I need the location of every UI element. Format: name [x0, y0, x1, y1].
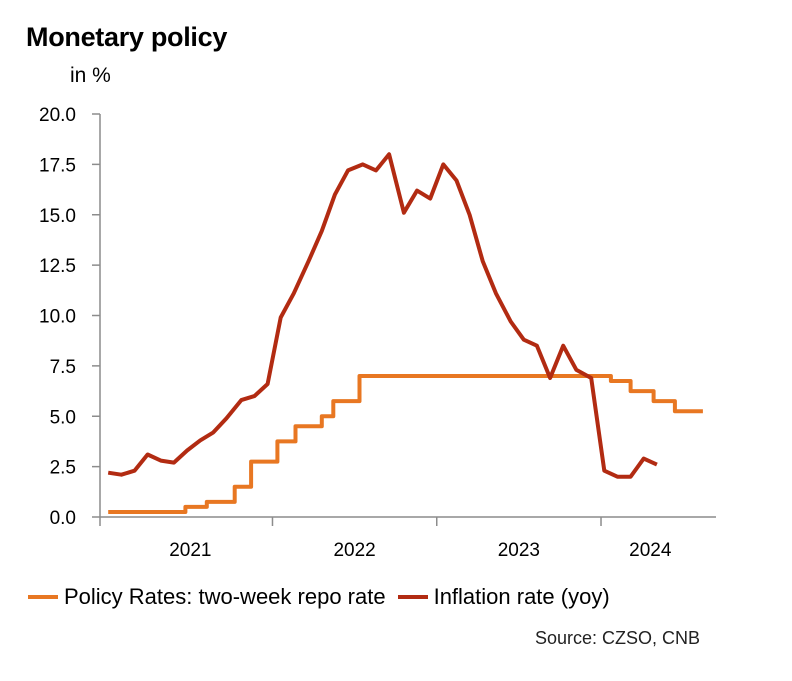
x-tick-label: 2022 — [333, 540, 375, 561]
y-tick-label: 17.5 — [39, 155, 76, 176]
legend-label-repo-rate: Policy Rates: two-week repo rate — [64, 584, 386, 609]
legend-label-inflation: Inflation rate (yoy) — [433, 584, 610, 609]
series-lines — [107, 152, 703, 514]
legend-swatch-repo-rate — [28, 595, 58, 599]
y-tick-label: 5.0 — [50, 407, 76, 428]
y-tick-label: 15.0 — [39, 206, 76, 227]
axes — [92, 113, 716, 526]
y-tick-label: 2.5 — [50, 458, 76, 479]
y-tick-label: 0.0 — [50, 508, 76, 529]
series-line-inflation — [107, 152, 658, 479]
y-tick-label: 12.5 — [39, 256, 76, 277]
source-note: Source: CZSO, CNB — [535, 628, 701, 648]
y-tick-label: 10.0 — [39, 307, 76, 328]
tick-labels: 0.0 2.5 5.0 7.5 10.0 12.5 15.0 17.5 20.0 2021 2022… — [39, 105, 672, 561]
x-tick-label: 2021 — [169, 540, 211, 561]
legend-swatch-inflation — [397, 595, 428, 599]
legend-item-repo-rate: Policy Rates: two-week repo rate — [28, 584, 386, 610]
y-axis-unit-label: in % — [70, 64, 111, 87]
legend-item-inflation: Inflation rate (yoy) — [397, 584, 610, 610]
y-tick-label: 20.0 — [39, 105, 76, 126]
chart-title: Monetary policy — [26, 22, 228, 52]
x-tick-label: 2023 — [498, 540, 540, 561]
series-line-repo-rate — [108, 374, 703, 514]
legend: Policy Rates: two-week repo rate Inflati… — [28, 584, 622, 610]
x-tick-label: 2024 — [629, 540, 672, 561]
y-tick-label: 7.5 — [50, 357, 76, 378]
